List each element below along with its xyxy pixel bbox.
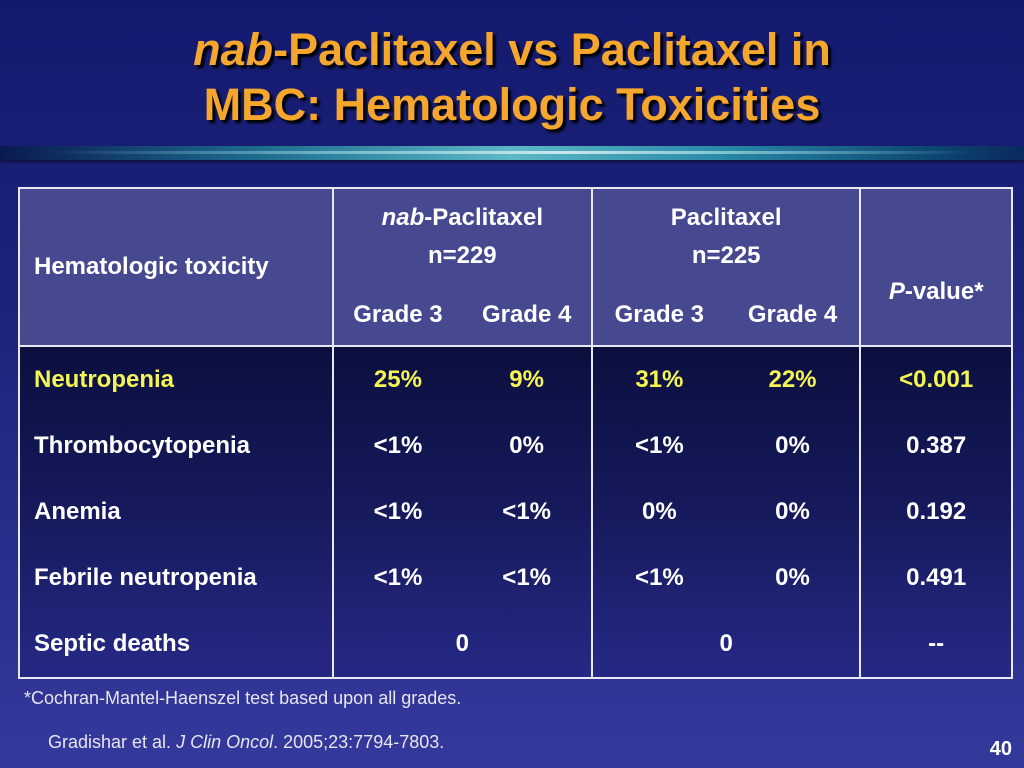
header-toxicity: Hematologic toxicity	[19, 188, 333, 346]
table-row: Neutropenia 25% 9% 31% 22% <0.001	[19, 346, 1012, 413]
title-line1-text: -Paclitaxel vs Paclitaxel in	[273, 24, 831, 75]
citation-journal: J Clin Oncol	[176, 732, 274, 752]
row-label: Thrombocytopenia	[34, 432, 251, 459]
cell-pac-grade3: 31%	[591, 346, 726, 413]
paclitaxel-name: Paclitaxel	[670, 204, 782, 231]
table-header: Hematologic toxicity nab-Paclitaxel n=22…	[19, 188, 1012, 346]
cell-pvalue: --	[859, 611, 1012, 678]
table-row: Febrile neutropenia <1% <1% <1% 0% 0.491	[19, 545, 1012, 611]
header-nab-paclitaxel: nab-Paclitaxel n=229	[331, 188, 592, 285]
cell-pac-grade3: <1%	[591, 413, 726, 479]
slide-title-line1: nab-Paclitaxel vs Paclitaxel in	[0, 22, 1024, 77]
cell-nab-grade3: <1%	[331, 545, 463, 611]
header-pac-grade3: Grade 3	[591, 285, 726, 346]
cell-pvalue: <0.001	[859, 346, 1012, 413]
header-pac-grade4: Grade 4	[725, 285, 861, 346]
footnote: *Cochran-Mantel-Haenszel test based upon…	[24, 688, 462, 708]
header-pvalue: P-value*	[859, 188, 1012, 346]
pvalue-rest: -value*	[904, 278, 984, 305]
table-row: Septic deaths 0 0 --	[19, 611, 1012, 678]
cell-nab-grade4: <1%	[502, 498, 551, 525]
cell-nab-grade4: 0%	[509, 432, 544, 459]
cell-pac-grade3: 0%	[591, 479, 726, 545]
table-row: Thrombocytopenia <1% 0% <1% 0% 0.387	[19, 413, 1012, 479]
paclitaxel-n: n=225	[691, 242, 761, 269]
header-nab-grade3: Grade 3	[331, 285, 463, 346]
table-body: Neutropenia 25% 9% 31% 22% <0.001 Thromb…	[19, 346, 1012, 678]
cell-nab-grade3: 25%	[331, 346, 463, 413]
cell-nab-grade3: <1%	[331, 479, 463, 545]
cell-nab-grade3: <1%	[331, 413, 463, 479]
cell-pac-grade3: <1%	[591, 545, 726, 611]
nab-paclitaxel-name: nab-Paclitaxel	[334, 199, 591, 237]
cell-nab-grade4: 9%	[509, 366, 544, 393]
cell-pvalue: 0.192	[859, 479, 1012, 545]
title-divider	[0, 146, 1024, 160]
citation-authors: Gradishar et al.	[48, 732, 172, 752]
row-label: Neutropenia	[34, 366, 175, 393]
cell-pac-grade4: 0%	[775, 498, 810, 525]
page-number: 40	[989, 738, 1012, 760]
nab-italic: nab	[381, 204, 425, 231]
title-italic-prefix: nab	[193, 24, 274, 75]
cell-pac-grade4: 0%	[775, 564, 810, 591]
toxicity-table: Hematologic toxicity nab-Paclitaxel n=22…	[18, 187, 1013, 679]
table-row: Anemia <1% <1% 0% 0% 0.192	[19, 479, 1012, 545]
nab-rest: -Paclitaxel	[424, 204, 543, 231]
citation: Gradishar et al. J Clin Oncol. 2005;23:7…	[48, 732, 444, 753]
nab-paclitaxel-n: n=229	[427, 242, 497, 269]
row-label: Septic deaths	[34, 630, 191, 657]
cell-pac-all: 0	[590, 611, 861, 678]
slide-title: nab-Paclitaxel vs Paclitaxel in MBC: Hem…	[0, 22, 1024, 132]
pvalue-italic: P	[888, 278, 905, 305]
slide-title-line2: MBC: Hematologic Toxicities	[203, 79, 821, 130]
cell-nab-all: 0	[331, 611, 592, 678]
cell-pvalue: 0.491	[859, 545, 1012, 611]
header-nab-grade4: Grade 4	[462, 285, 592, 346]
cell-pvalue: 0.387	[859, 413, 1012, 479]
header-paclitaxel: Paclitaxel n=225	[590, 188, 861, 285]
row-label: Anemia	[34, 498, 121, 525]
cell-pac-grade4: 0%	[775, 432, 810, 459]
row-label: Febrile neutropenia	[34, 564, 257, 591]
citation-details: . 2005;23:7794-7803.	[273, 732, 445, 752]
cell-pac-grade4: 22%	[768, 366, 817, 393]
cell-nab-grade4: <1%	[502, 564, 551, 591]
